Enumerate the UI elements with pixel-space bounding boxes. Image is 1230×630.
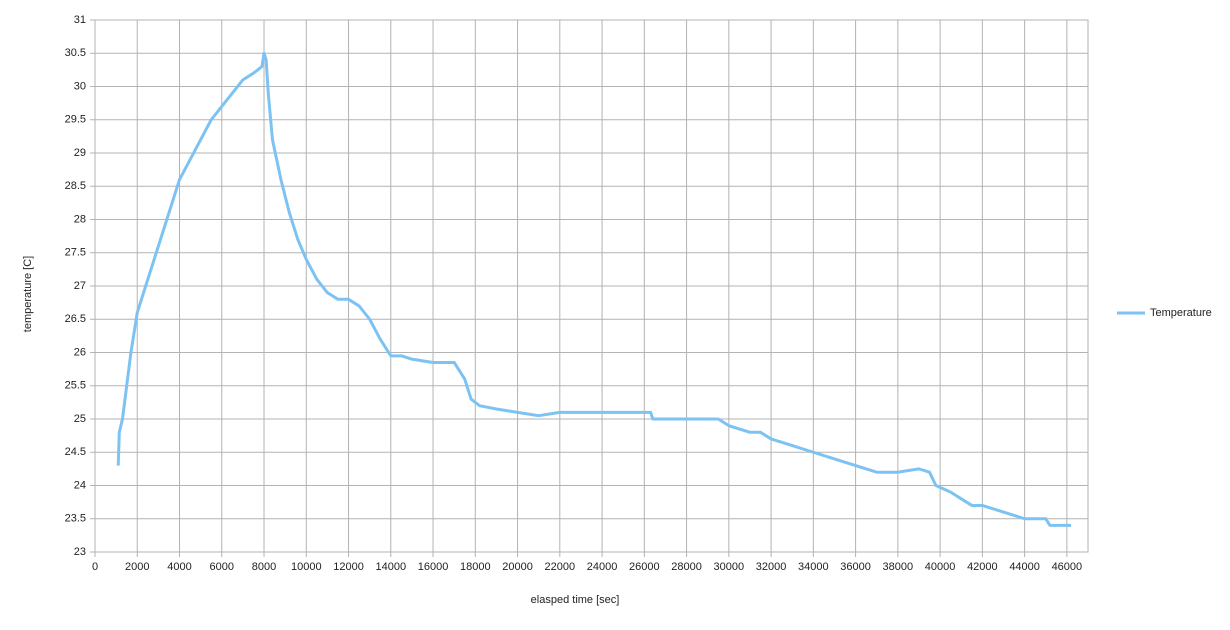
y-tick-label: 24 — [74, 479, 86, 491]
y-tick-label: 25 — [74, 413, 86, 425]
y-tick-label: 29.5 — [65, 114, 86, 126]
x-axis-label: elasped time [sec] — [531, 594, 620, 606]
y-tick-label: 26.5 — [65, 313, 86, 325]
x-tick-label: 40000 — [925, 561, 956, 573]
y-tick-label: 25.5 — [65, 380, 86, 392]
x-tick-label: 2000 — [125, 561, 149, 573]
y-tick-label: 27 — [74, 280, 86, 292]
legend-label: Temperature — [1150, 307, 1212, 319]
x-tick-label: 26000 — [629, 561, 660, 573]
x-tick-label: 6000 — [210, 561, 234, 573]
x-tick-label: 22000 — [545, 561, 576, 573]
y-tick-label: 24.5 — [65, 446, 86, 458]
y-tick-label: 30 — [74, 80, 86, 92]
x-tick-label: 8000 — [252, 561, 276, 573]
x-tick-label: 24000 — [587, 561, 618, 573]
y-tick-label: 28 — [74, 213, 86, 225]
y-tick-label: 23.5 — [65, 513, 86, 525]
y-axis-label: temperature [C] — [22, 256, 34, 332]
x-tick-label: 36000 — [840, 561, 871, 573]
x-tick-label: 34000 — [798, 561, 829, 573]
y-tick-label: 30.5 — [65, 47, 86, 59]
x-tick-label: 42000 — [967, 561, 998, 573]
y-tick-label: 26 — [74, 346, 86, 358]
x-tick-label: 28000 — [671, 561, 702, 573]
x-tick-label: 20000 — [502, 561, 533, 573]
x-tick-label: 18000 — [460, 561, 491, 573]
x-tick-label: 0 — [92, 561, 98, 573]
x-tick-label: 44000 — [1009, 561, 1040, 573]
y-tick-label: 31 — [74, 14, 86, 26]
x-tick-label: 46000 — [1052, 561, 1083, 573]
x-tick-label: 14000 — [375, 561, 406, 573]
x-tick-label: 10000 — [291, 561, 322, 573]
x-tick-label: 30000 — [714, 561, 745, 573]
x-tick-label: 4000 — [167, 561, 191, 573]
x-tick-label: 12000 — [333, 561, 364, 573]
data-line — [116, 51, 1072, 527]
y-tick-label: 29 — [74, 147, 86, 159]
x-tick-label: 16000 — [418, 561, 449, 573]
x-tick-label: 32000 — [756, 561, 787, 573]
y-tick-label: 27.5 — [65, 247, 86, 259]
y-tick-label: 28.5 — [65, 180, 86, 192]
y-tick-label: 23 — [74, 546, 86, 558]
x-tick-label: 38000 — [883, 561, 914, 573]
